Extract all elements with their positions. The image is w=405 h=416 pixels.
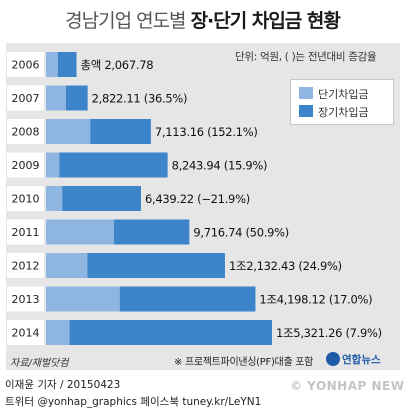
yonhap-logo-icon: [326, 352, 340, 366]
year-label-2009: 2009: [12, 159, 40, 172]
year-label-box-2008: [7, 119, 44, 144]
year-label-box-2014: [7, 320, 44, 345]
year-label-2012: 2012: [12, 260, 40, 273]
bar-short-term-2008: [46, 119, 91, 144]
watermark: © YONHAP NEWS: [290, 379, 405, 393]
year-label-2008: 2008: [12, 126, 40, 139]
total-label-2011: 9,716.74 (50.9%): [193, 226, 289, 240]
total-label-2006: 총액 2,067.78: [81, 58, 154, 72]
bar-short-term-2013: [46, 286, 120, 312]
bar-long-term-2006: [57, 52, 77, 77]
legend-label-long-term: 장기차입금: [318, 106, 369, 119]
bar-long-term-2013: [119, 286, 256, 312]
bar-long-term-2007: [65, 85, 88, 111]
bar-long-term-2009: [59, 152, 168, 178]
year-label-2007: 2007: [12, 92, 40, 105]
source-note: 자료/재벌닷컴: [10, 358, 69, 369]
chart-title-bold: 장·단기 차입금 현황: [190, 10, 341, 32]
total-label-2013: 1조4,198.12 (17.0%): [259, 293, 372, 307]
bar-short-term-2014: [46, 320, 70, 345]
bar-short-term-2010: [46, 186, 63, 211]
footnote: ※ 프로젝트파이낸싱(PF)대출 포함: [174, 357, 314, 368]
byline: 이재윤 기자 / 20150423: [5, 379, 121, 391]
year-label-2006: 2006: [12, 59, 40, 72]
total-label-2012: 1조2,132.43 (24.9%): [229, 259, 342, 273]
bar-long-term-2011: [113, 219, 190, 245]
yonhap-logo-text: 연합뉴스: [342, 354, 381, 366]
legend-label-short-term: 단기차입금: [318, 88, 369, 101]
total-label-2014: 1조5,321.26 (7.9%): [276, 326, 382, 340]
chart-title-light: 경남기업 연도별: [65, 10, 191, 32]
year-label-box-2012: [7, 253, 44, 278]
legend: 단기차입금 장기차입금: [290, 79, 394, 125]
bar-short-term-2007: [46, 85, 66, 111]
year-label-box-2006: [7, 52, 44, 77]
bar-long-term-2008: [90, 119, 151, 144]
total-label-2007: 2,822.11 (36.5%): [92, 92, 188, 106]
chart-title: 경남기업 연도별 장·단기 차입금 현황: [0, 6, 405, 33]
social-links: 트위터 @yonhap_graphics 페이스북 tuney.kr/LeYN1: [5, 396, 262, 408]
bar-short-term-2006: [46, 52, 58, 77]
total-label-2008: 7,113.16 (152.1%): [155, 125, 258, 139]
year-label-box-2011: [7, 219, 44, 245]
bar-long-term-2014: [69, 320, 272, 345]
total-label-2010: 6,439.22 (−21.9%): [145, 192, 250, 206]
year-label-box-2009: [7, 152, 44, 178]
year-label-2013: 2013: [12, 293, 40, 306]
bar-long-term-2010: [62, 186, 141, 211]
year-label-box-2013: [7, 286, 44, 312]
bar-short-term-2009: [46, 152, 60, 178]
bar-short-term-2011: [46, 219, 114, 245]
legend-swatch-short-term: [299, 87, 313, 99]
bar-short-term-2012: [46, 253, 88, 278]
year-label-box-2010: [7, 186, 44, 211]
year-label-2011: 2011: [12, 226, 40, 239]
year-label-box-2007: [7, 85, 44, 111]
year-label-2014: 2014: [12, 327, 40, 340]
unit-note: 단위: 억원, ( )는 전년대비 증감율: [235, 51, 377, 63]
year-label-2010: 2010: [12, 193, 40, 206]
bar-long-term-2012: [87, 253, 225, 278]
legend-swatch-long-term: [299, 105, 313, 117]
total-label-2009: 8,243.94 (15.9%): [172, 159, 268, 173]
